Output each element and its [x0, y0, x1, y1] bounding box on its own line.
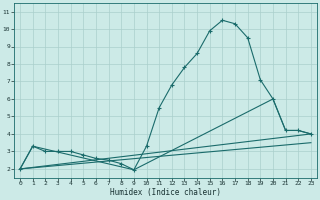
X-axis label: Humidex (Indice chaleur): Humidex (Indice chaleur) — [110, 188, 221, 197]
